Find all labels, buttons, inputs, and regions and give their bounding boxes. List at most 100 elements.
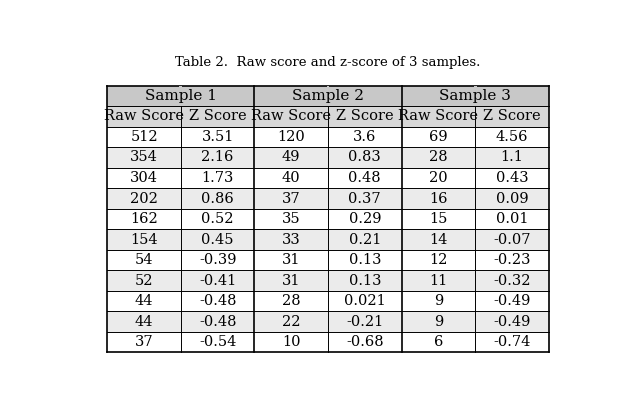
Text: 20: 20 bbox=[429, 171, 447, 185]
Text: 22: 22 bbox=[282, 315, 300, 329]
Bar bbox=[475, 291, 548, 312]
Text: 14: 14 bbox=[429, 233, 447, 247]
Text: 2.16: 2.16 bbox=[202, 150, 234, 164]
Bar bbox=[181, 147, 255, 168]
Bar bbox=[181, 168, 255, 188]
Text: 69: 69 bbox=[429, 130, 447, 144]
Bar bbox=[255, 250, 328, 270]
Text: 0.13: 0.13 bbox=[349, 274, 381, 288]
Text: Z Score: Z Score bbox=[483, 109, 541, 123]
Bar bbox=[108, 127, 181, 147]
Text: 0.37: 0.37 bbox=[348, 191, 381, 206]
Text: 1.73: 1.73 bbox=[202, 171, 234, 185]
Text: 40: 40 bbox=[282, 171, 301, 185]
Bar bbox=[475, 209, 548, 229]
Bar bbox=[328, 229, 401, 250]
Text: 0.13: 0.13 bbox=[349, 253, 381, 267]
Text: 49: 49 bbox=[282, 150, 300, 164]
Text: 0.01: 0.01 bbox=[496, 212, 528, 226]
Bar bbox=[401, 270, 475, 291]
Bar bbox=[401, 85, 548, 106]
Text: 31: 31 bbox=[282, 274, 300, 288]
Bar bbox=[328, 312, 401, 332]
Bar bbox=[401, 291, 475, 312]
Bar bbox=[181, 312, 255, 332]
Text: -0.41: -0.41 bbox=[199, 274, 236, 288]
Text: 0.52: 0.52 bbox=[202, 212, 234, 226]
Bar bbox=[255, 209, 328, 229]
Text: 120: 120 bbox=[277, 130, 305, 144]
Text: Raw Score: Raw Score bbox=[104, 109, 184, 123]
Bar bbox=[255, 312, 328, 332]
Bar bbox=[475, 147, 548, 168]
Bar bbox=[179, 85, 182, 106]
Text: Sample 2: Sample 2 bbox=[292, 89, 364, 103]
Bar bbox=[328, 332, 401, 353]
Bar bbox=[401, 188, 475, 209]
Text: Z Score: Z Score bbox=[336, 109, 394, 123]
Bar bbox=[475, 188, 548, 209]
Text: -0.39: -0.39 bbox=[199, 253, 236, 267]
Text: 9: 9 bbox=[434, 294, 443, 308]
Bar bbox=[401, 168, 475, 188]
Text: 6: 6 bbox=[434, 335, 443, 349]
Text: 0.48: 0.48 bbox=[348, 171, 381, 185]
Bar bbox=[401, 250, 475, 270]
Text: 512: 512 bbox=[131, 130, 158, 144]
Text: Sample 3: Sample 3 bbox=[439, 89, 511, 103]
Text: 52: 52 bbox=[135, 274, 154, 288]
Bar bbox=[108, 85, 255, 106]
Bar bbox=[181, 291, 255, 312]
Text: 16: 16 bbox=[429, 191, 447, 206]
Text: 54: 54 bbox=[135, 253, 154, 267]
Text: -0.74: -0.74 bbox=[493, 335, 531, 349]
Text: 44: 44 bbox=[135, 294, 154, 308]
Bar bbox=[401, 147, 475, 168]
Bar bbox=[108, 291, 181, 312]
Text: -0.68: -0.68 bbox=[346, 335, 383, 349]
Text: 4.56: 4.56 bbox=[496, 130, 528, 144]
Bar bbox=[401, 106, 475, 127]
Bar bbox=[255, 168, 328, 188]
Bar bbox=[108, 332, 181, 353]
Text: -0.48: -0.48 bbox=[199, 294, 236, 308]
Text: 0.021: 0.021 bbox=[344, 294, 386, 308]
Bar bbox=[474, 85, 477, 106]
Bar bbox=[255, 229, 328, 250]
Bar bbox=[328, 270, 401, 291]
Bar bbox=[255, 127, 328, 147]
Bar bbox=[108, 147, 181, 168]
Bar bbox=[108, 312, 181, 332]
Text: Z Score: Z Score bbox=[189, 109, 246, 123]
Text: -0.23: -0.23 bbox=[493, 253, 531, 267]
Text: Raw Score: Raw Score bbox=[252, 109, 332, 123]
Text: Table 2.  Raw score and z-score of 3 samples.: Table 2. Raw score and z-score of 3 samp… bbox=[175, 56, 481, 69]
Bar bbox=[108, 106, 181, 127]
Text: 9: 9 bbox=[434, 315, 443, 329]
Text: -0.49: -0.49 bbox=[493, 315, 531, 329]
Text: 0.83: 0.83 bbox=[348, 150, 381, 164]
Text: Raw Score: Raw Score bbox=[398, 109, 478, 123]
Bar bbox=[475, 127, 548, 147]
Bar bbox=[475, 250, 548, 270]
Text: 0.29: 0.29 bbox=[349, 212, 381, 226]
Bar bbox=[401, 332, 475, 353]
Bar bbox=[328, 188, 401, 209]
Bar bbox=[475, 270, 548, 291]
Text: -0.48: -0.48 bbox=[199, 315, 236, 329]
Bar bbox=[255, 270, 328, 291]
Bar bbox=[401, 229, 475, 250]
Bar bbox=[326, 85, 330, 106]
Bar bbox=[181, 229, 255, 250]
Bar bbox=[181, 270, 255, 291]
Text: -0.54: -0.54 bbox=[199, 335, 236, 349]
Text: 0.86: 0.86 bbox=[201, 191, 234, 206]
Bar bbox=[328, 106, 401, 127]
Text: 28: 28 bbox=[429, 150, 447, 164]
Text: 11: 11 bbox=[429, 274, 447, 288]
Text: 202: 202 bbox=[130, 191, 158, 206]
Text: 1.1: 1.1 bbox=[500, 150, 524, 164]
Bar bbox=[108, 229, 181, 250]
Bar bbox=[181, 188, 255, 209]
Text: -0.49: -0.49 bbox=[493, 294, 531, 308]
